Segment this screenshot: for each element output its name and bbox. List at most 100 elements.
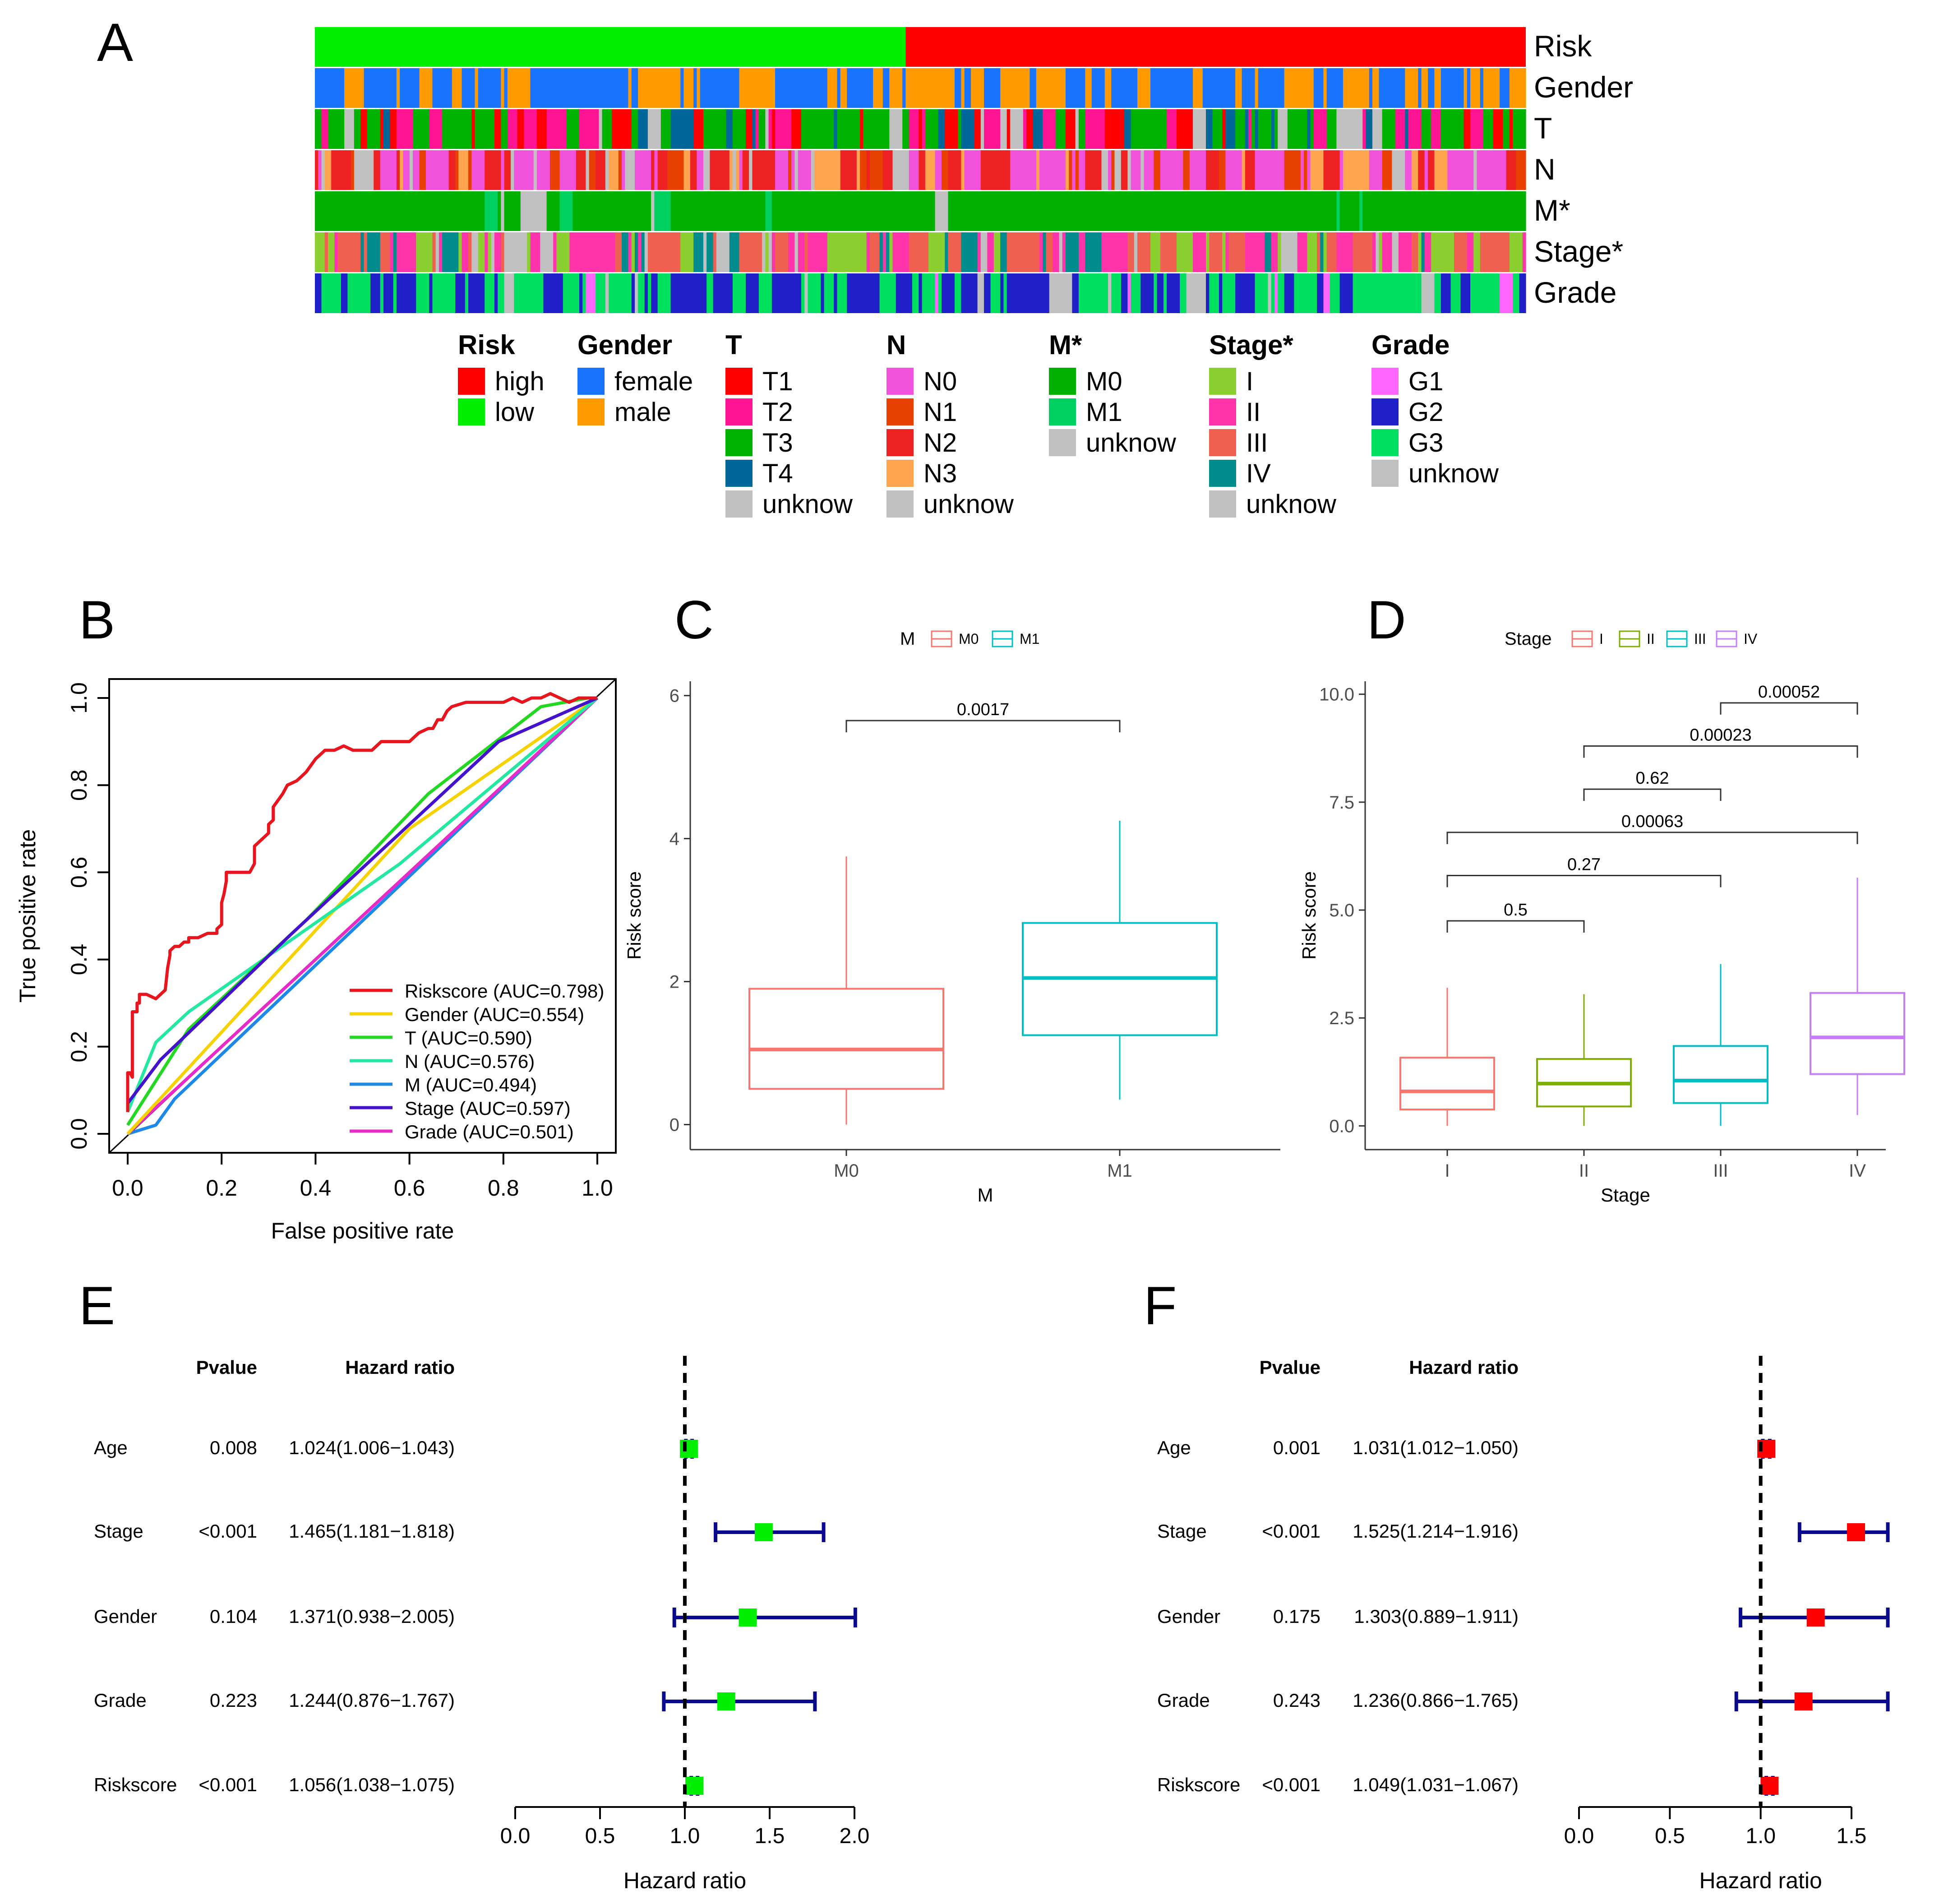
- heatmap-cell-ii: [892, 232, 910, 272]
- heatmap-cell-n0: [413, 150, 420, 190]
- heatmap-cell-n3: [729, 150, 733, 190]
- heatmap-row-risk: [315, 27, 1526, 67]
- heatmap-cell-ii: [1297, 232, 1307, 272]
- legend-label-g1: G1: [1408, 367, 1443, 396]
- panel-label-a: A: [97, 12, 133, 73]
- heatmap-cell-iv: [886, 232, 890, 272]
- heatmap-cell-g3: [1154, 273, 1158, 313]
- box-body: [748, 988, 944, 1090]
- x-tick-label: 0.5: [1655, 1824, 1685, 1848]
- legend-label: II: [1647, 631, 1655, 647]
- heatmap-cell-male: [905, 68, 955, 108]
- heatmap-cell-unknow: [1268, 273, 1272, 313]
- heatmap-cell-g1: [935, 273, 939, 313]
- forest-row-pvalue: <0.001: [199, 1520, 257, 1542]
- heatmap-cell-n2: [1245, 150, 1256, 190]
- heatmap-cell-n1: [1304, 150, 1307, 190]
- heatmap-cell-t4: [834, 109, 838, 149]
- heatmap-cell-g3: [1209, 273, 1219, 313]
- heatmap-cell-n0: [318, 150, 322, 190]
- comparison-bracket: [845, 720, 1121, 733]
- x-tick-label: 0.0: [500, 1824, 531, 1848]
- heatmap-cell-t2: [922, 109, 926, 149]
- heatmap-cell-t1: [919, 109, 923, 149]
- heatmap-cell-g3: [514, 273, 544, 313]
- heatmap-cell-n3: [1310, 150, 1324, 190]
- heatmap-cell-female: [1111, 68, 1138, 108]
- heatmap-cell-g2: [1284, 273, 1294, 313]
- heatmap-cell-female: [1030, 68, 1037, 108]
- forest-row-grade: Grade 0.223 1.244(0.876−1.767): [94, 1690, 817, 1711]
- legend-label: IV: [1744, 631, 1758, 647]
- heatmap-cell-g3: [1278, 273, 1285, 313]
- heatmap-cell-t2: [1085, 109, 1105, 149]
- legend-label-n1: N1: [923, 397, 957, 427]
- heatmap-cell-unknow: [1186, 273, 1206, 313]
- heatmap-cell-i: [478, 232, 485, 272]
- y-axis-title: Risk score: [1298, 871, 1320, 960]
- forest-row-hazard-ratio: 1.525(1.214−1.916): [1353, 1520, 1519, 1542]
- heatmap-cell-male: [344, 68, 365, 108]
- legend-swatch-male: [577, 398, 605, 425]
- heatmap-cell-t3: [863, 109, 890, 149]
- roc-legend-label-riskscore: Riskscore (AUC=0.798): [405, 980, 604, 1002]
- heatmap-cell-n0: [1405, 150, 1412, 190]
- heatmap-cell-n1: [455, 150, 459, 190]
- heatmap-cell-female: [462, 68, 476, 108]
- heatmap-cell-unknow: [586, 150, 590, 190]
- heatmap-cell-n2: [374, 150, 381, 190]
- heatmap-cell-g3: [1330, 273, 1340, 313]
- heatmap-row-m: [315, 191, 1526, 231]
- heatmap-cell-n0: [471, 150, 485, 190]
- heatmap-cell-iv: [367, 232, 381, 272]
- heatmap-cell-n0: [1424, 150, 1428, 190]
- heatmap-cell-t2: [768, 109, 772, 149]
- legend-label-t4: T4: [762, 459, 793, 488]
- heatmap-cell-male: [1434, 68, 1441, 108]
- heatmap-cell-n0: [1225, 150, 1242, 190]
- heatmap-cell-t2: [1313, 109, 1327, 149]
- heatmap-cell-t2: [909, 109, 919, 149]
- heatmap-cell-unknow: [889, 109, 903, 149]
- heatmap-cell-n3: [856, 150, 860, 190]
- forest-row-age: Age 0.008 1.024(1.006−1.043): [94, 1437, 698, 1459]
- heatmap-cell-g3: [990, 273, 1001, 313]
- heatmap-cell-g2: [1140, 273, 1154, 313]
- x-tick-label: 1.5: [755, 1824, 785, 1848]
- forest-point: [685, 1777, 704, 1795]
- legend-swatch-high: [458, 368, 485, 395]
- roc-curve-stage: [126, 696, 598, 1105]
- heatmap-cell-n1: [1075, 150, 1079, 190]
- heatmap-cell-n0: [1010, 150, 1037, 190]
- heatmap-cell-g3: [922, 273, 936, 313]
- y-tick-label: 6: [669, 686, 679, 706]
- heatmap-cell-iii: [1454, 232, 1468, 272]
- heatmap-cell-unknow: [1376, 232, 1380, 272]
- heatmap-cell-t3: [1056, 109, 1066, 149]
- heatmap-cell-iii: [468, 232, 472, 272]
- forest-header-hazard-ratio: Hazard ratio: [1409, 1357, 1519, 1378]
- heatmap-cell-t3: [328, 109, 345, 149]
- roc-legend-label-stage: Stage (AUC=0.597): [405, 1098, 571, 1119]
- heatmap-cell-g2: [1339, 273, 1353, 313]
- heatmap-cell-g3: [1353, 273, 1422, 313]
- heatmap-cell-ii: [530, 232, 540, 272]
- box-body: [1399, 1057, 1495, 1111]
- forest-row-hazard-ratio: 1.236(0.866−1.765): [1353, 1690, 1519, 1711]
- legend-swatch-g3: [1371, 429, 1399, 456]
- legend-swatch-iv: [1209, 460, 1236, 487]
- legend-label-t2: T2: [762, 397, 793, 427]
- legend-swatch-m1: [1049, 398, 1076, 425]
- forest-point: [1760, 1777, 1779, 1795]
- heatmap-cell-male: [889, 68, 903, 108]
- heatmap-cell-t3: [1258, 109, 1272, 149]
- heatmap-cell-iv: [729, 232, 740, 272]
- heatmap-cell-n0: [775, 150, 789, 190]
- heatmap-cell-n1: [1111, 150, 1115, 190]
- heatmap-cell-g2: [455, 273, 466, 313]
- heatmap-cell-t3: [1078, 109, 1085, 149]
- heatmap-cell-iii: [1160, 232, 1177, 272]
- heatmap-cell-t2: [1395, 109, 1405, 149]
- legend-label-i: I: [1246, 367, 1253, 396]
